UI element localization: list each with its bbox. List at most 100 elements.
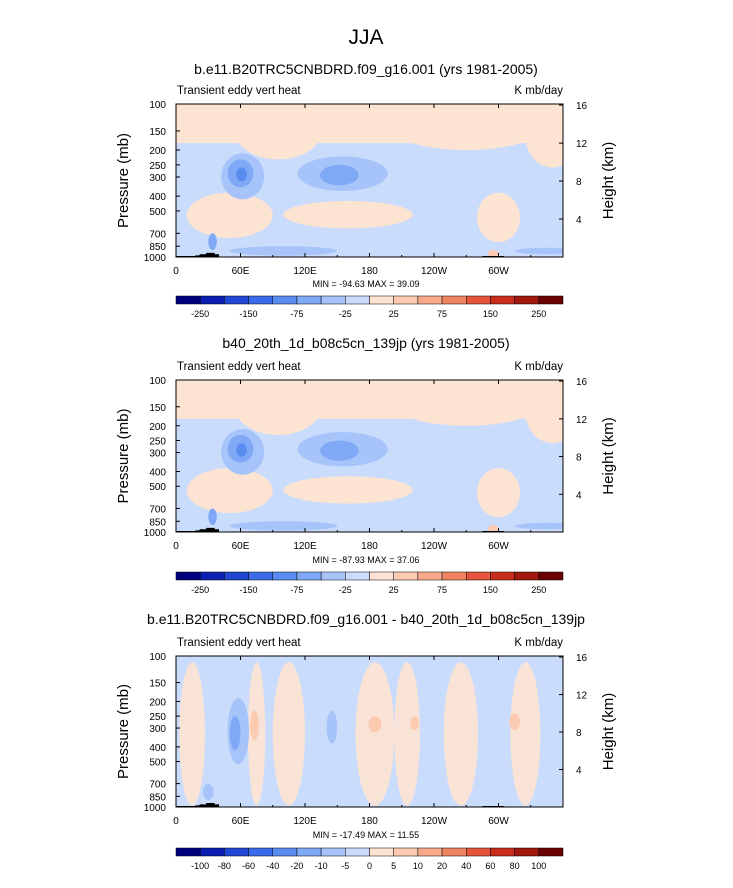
colorbar-label: -25 bbox=[339, 585, 352, 595]
colorbar-label: 20 bbox=[437, 861, 447, 871]
colorbar-box bbox=[466, 847, 491, 857]
panel-title: b.e11.B20TRC5CNBDRD.f09_g16.001 (yrs 198… bbox=[194, 61, 538, 77]
panel-3: b.e11.B20TRC5CNBDRD.f09_g16.001 - b40_20… bbox=[115, 611, 617, 871]
x-tick-label: 60W bbox=[488, 816, 509, 827]
topography bbox=[482, 255, 504, 257]
neg-core-inner-1 bbox=[236, 443, 247, 457]
colorbar-box bbox=[224, 571, 249, 581]
low-neg-1 bbox=[208, 508, 217, 526]
min-max-stats: MIN = -94.63 MAX = 39.09 bbox=[312, 279, 419, 289]
left-label: Transient eddy vert heat bbox=[177, 637, 301, 649]
lower-positive-mid bbox=[283, 476, 413, 504]
colorbar-label: -80 bbox=[218, 861, 231, 871]
x-tick-label: 0 bbox=[173, 541, 179, 552]
lower-positive-east bbox=[477, 192, 520, 243]
y-tick-label: 150 bbox=[149, 679, 166, 690]
colorbar-label: -250 bbox=[191, 309, 209, 319]
low-neg-3 bbox=[514, 247, 563, 255]
lower-positive-west bbox=[186, 468, 273, 514]
colorbar-label: 25 bbox=[389, 309, 399, 319]
low-pos-1 bbox=[487, 249, 499, 257]
y2-tick-label: 16 bbox=[576, 653, 588, 664]
colorbar-box bbox=[417, 847, 443, 857]
y-tick-label: 100 bbox=[149, 100, 166, 111]
y-tick-label: 850 bbox=[149, 517, 166, 528]
x-tick-label: 60E bbox=[232, 541, 250, 552]
x-tick-label: 60E bbox=[232, 266, 250, 277]
neg-core-inner-1 bbox=[236, 167, 247, 182]
colorbar-label: -40 bbox=[266, 861, 279, 871]
low-neg-2 bbox=[229, 521, 338, 531]
colorbar-box bbox=[514, 847, 540, 857]
colorbar-box bbox=[538, 847, 564, 857]
y-tick-label: 1000 bbox=[144, 253, 167, 264]
colorbar-box bbox=[175, 571, 201, 581]
y2-axis-title: Height (km) bbox=[600, 693, 617, 771]
colorbar-box bbox=[490, 295, 515, 305]
lower-positive-mid bbox=[283, 200, 413, 229]
y-tick-label: 300 bbox=[149, 724, 166, 735]
left-label: Transient eddy vert heat bbox=[177, 361, 301, 373]
colorbar-box bbox=[393, 847, 419, 857]
colorbar-label: 0 bbox=[367, 861, 372, 871]
colorbar-box bbox=[248, 847, 273, 857]
x-tick-label: 0 bbox=[173, 816, 179, 827]
colorbar-box bbox=[199, 571, 225, 581]
colorbar-label: 250 bbox=[531, 585, 546, 595]
x-tick-label: 120W bbox=[421, 266, 448, 277]
colorbar-box bbox=[320, 571, 346, 581]
contour-field bbox=[176, 104, 563, 257]
colorbar-box bbox=[441, 847, 467, 857]
colorbar-label: -75 bbox=[290, 585, 303, 595]
y-tick-label: 150 bbox=[149, 127, 166, 138]
colorbar-box bbox=[272, 571, 298, 581]
colorbar-box bbox=[296, 571, 322, 581]
colorbar-box bbox=[345, 295, 370, 305]
colorbar-label: -5 bbox=[341, 861, 349, 871]
colorbar-label: 25 bbox=[389, 585, 399, 595]
y-tick-label: 300 bbox=[149, 449, 166, 460]
diff-pos-1 bbox=[250, 710, 259, 741]
contour-field bbox=[176, 380, 563, 532]
colorbar-label: -60 bbox=[242, 861, 255, 871]
y2-tick-label: 16 bbox=[576, 101, 588, 112]
y-tick-label: 200 bbox=[149, 146, 166, 157]
low-pos-1 bbox=[487, 525, 499, 532]
low-neg-1 bbox=[208, 233, 217, 250]
x-tick-label: 120E bbox=[293, 266, 317, 277]
x-tick-label: 60W bbox=[488, 541, 509, 552]
colorbar-label: 250 bbox=[531, 309, 546, 319]
y-tick-label: 1000 bbox=[144, 803, 167, 814]
panel-title: b40_20th_1d_b08c5cn_139jp (yrs 1981-2005… bbox=[222, 335, 509, 351]
colorbar-box bbox=[369, 295, 394, 305]
colorbar-label: 75 bbox=[437, 309, 447, 319]
y-tick-label: 700 bbox=[149, 229, 166, 240]
colorbar-box bbox=[417, 295, 443, 305]
colorbar-box bbox=[393, 571, 419, 581]
diff-column-positive bbox=[510, 662, 541, 806]
y2-tick-label: 12 bbox=[576, 139, 588, 150]
y-tick-label: 100 bbox=[149, 652, 166, 663]
y2-tick-label: 4 bbox=[576, 215, 582, 226]
colorbar-label: -100 bbox=[191, 861, 209, 871]
colorbar-box bbox=[514, 571, 540, 581]
topography bbox=[195, 252, 219, 257]
colorbar: -250 -150 -75 -25 25 75 150 250 bbox=[175, 295, 564, 319]
y-tick-label: 200 bbox=[149, 697, 166, 708]
colorbar-label: -150 bbox=[240, 585, 258, 595]
panels: b.e11.B20TRC5CNBDRD.f09_g16.001 (yrs 198… bbox=[115, 61, 617, 871]
y2-tick-label: 4 bbox=[576, 490, 582, 501]
low-neg-2 bbox=[229, 246, 338, 256]
y-tick-label: 400 bbox=[149, 468, 166, 479]
colorbar-label: 40 bbox=[461, 861, 471, 871]
panel-title: b.e11.B20TRC5CNBDRD.f09_g16.001 - b40_20… bbox=[147, 611, 585, 627]
y-tick-label: 700 bbox=[149, 504, 166, 515]
panel-2: b40_20th_1d_b08c5cn_139jp (yrs 1981-2005… bbox=[115, 335, 617, 595]
colorbar-box bbox=[417, 571, 443, 581]
colorbar: -100 -80 -60 -40 -20 -10 -5 0 5 10 20 40 60 80 100 bbox=[175, 847, 564, 871]
colorbar-box bbox=[296, 295, 322, 305]
y-tick-label: 700 bbox=[149, 780, 166, 791]
y-axis-title: Pressure (mb) bbox=[115, 684, 132, 779]
min-max-stats: MIN = -17.49 MAX = 11.55 bbox=[313, 830, 419, 840]
